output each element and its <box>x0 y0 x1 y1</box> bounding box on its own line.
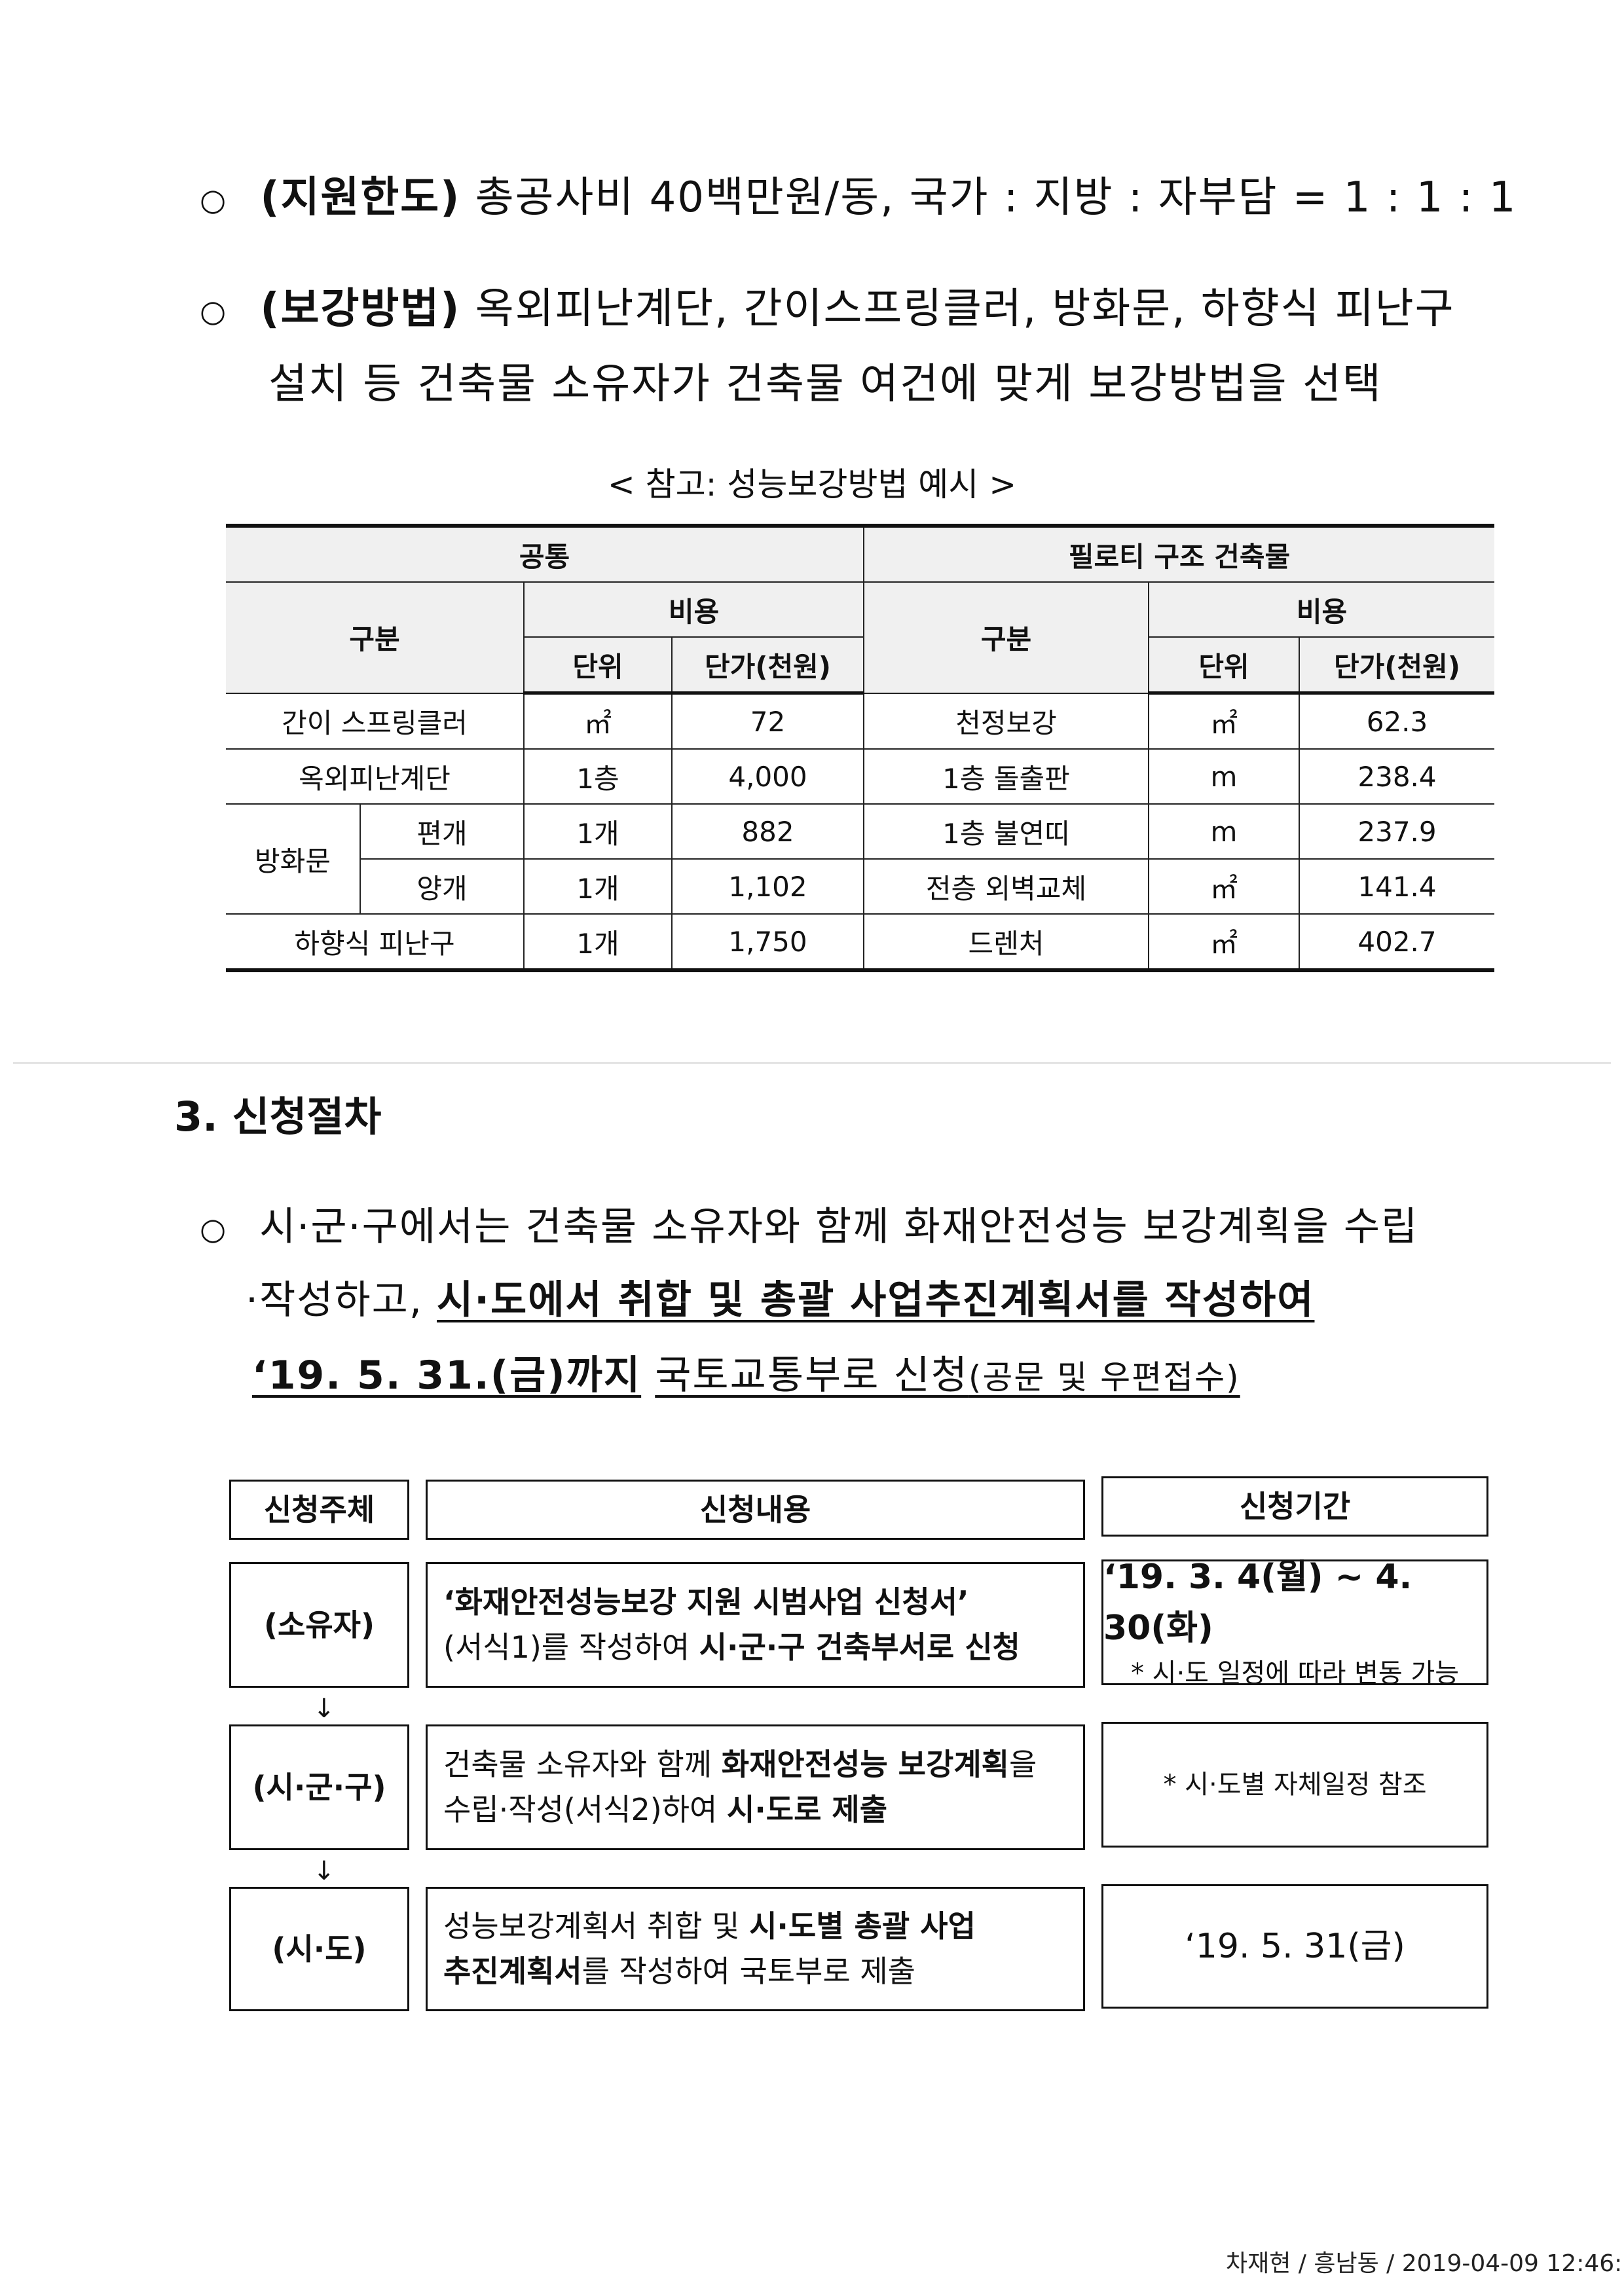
reinforce-method-text-2: 설치 등 건축물 소유자가 건축물 여건에 맞게 보강방법을 선택 <box>268 360 1382 409</box>
reinforce-cost-table: 공통 필로티 구조 건축물 구분 비용 구분 비용 단위 단가(천원) 단위 단… <box>226 524 1494 972</box>
bullet-icon: ○ <box>200 293 228 329</box>
reinforce-method-line: ○ (보강방법) 옥외피난계단, 간이스프링클러, 방화문, 하향식 피난구 <box>200 275 1454 335</box>
section-heading: 3. 신청절차 <box>174 1093 382 1140</box>
paragraph-underlined-note: (공문 및 우편접수) <box>968 1358 1240 1396</box>
cell-name: 천정보강 <box>863 692 1149 750</box>
col-category: 구분 <box>863 581 1149 694</box>
content-bold: 시·군·구 건축부서로 신청 <box>699 1630 1020 1665</box>
cell-unit: ㎡ <box>523 692 673 750</box>
support-limit-label: (지원한도) <box>260 173 461 222</box>
deadline-text: ‘19. 5. 31.(금)까지 <box>252 1353 642 1398</box>
paragraph-underlined: 국토교통부로 신청 <box>655 1353 969 1398</box>
table-row: 양개 1개 1,102 전층 외벽교체 ㎡ 141.4 <box>226 858 1494 915</box>
col-unit: 단위 <box>1148 636 1300 695</box>
flow-subject-owner: (소유자) <box>229 1562 409 1688</box>
cell-price: 1,102 <box>671 858 864 915</box>
cell-price: 72 <box>671 692 864 750</box>
cell-unit: ㎡ <box>1148 858 1300 915</box>
cell-name: 드렌처 <box>863 913 1149 972</box>
flow-header-period: 신청기간 <box>1101 1476 1488 1537</box>
reinforce-method-text: 옥외피난계단, 간이스프링클러, 방화문, 하향식 피난구 <box>475 285 1455 333</box>
flow-period-sido: ‘19. 5. 31(금) <box>1101 1884 1488 2009</box>
col-unit: 단위 <box>524 636 673 695</box>
cell-price: 4,000 <box>671 748 864 805</box>
support-limit-text: 총공사비 40백만원/동, 국가 : 지방 : 자부담 = 1 : 1 : 1 <box>475 173 1517 222</box>
cell-price: 141.4 <box>1299 858 1494 915</box>
flow-content-sido: 성능보강계획서 취합 및 시·도별 총괄 사업 추진계획서를 작성하여 국토부로… <box>426 1887 1085 2011</box>
scan-divider <box>13 1062 1611 1064</box>
col-price: 단가(천원) <box>671 636 864 695</box>
table-row: 옥외피난계단 1층 4,000 1층 돌출판 m 238.4 <box>226 748 1494 805</box>
col-price: 단가(천원) <box>1299 636 1494 695</box>
paragraph-text: ·작성하고, <box>246 1277 423 1323</box>
content-text: 수립·작성(서식2)하여 <box>443 1792 727 1827</box>
cell-unit: ㎡ <box>1148 692 1300 750</box>
bullet-icon: ○ <box>200 182 228 218</box>
group-piloti: 필로티 구조 건축물 <box>863 524 1494 583</box>
col-cost: 비용 <box>1148 581 1494 638</box>
support-limit-line: ○ (지원한도) 총공사비 40백만원/동, 국가 : 지방 : 자부담 = 1… <box>200 164 1517 224</box>
cell-sub: 편개 <box>360 803 525 860</box>
cell-unit: 1개 <box>523 858 673 915</box>
col-category: 구분 <box>226 581 525 694</box>
cell-price: 1,750 <box>671 913 864 972</box>
content-line: ‘화재안전성능보강 지원 시범사업 신청서’ <box>443 1584 969 1620</box>
cell-name: 하향식 피난구 <box>226 913 525 972</box>
content-text: 를 작성하여 국토부로 제출 <box>581 1954 915 1989</box>
cell-unit: 1개 <box>523 803 673 860</box>
cell-price: 882 <box>671 803 864 860</box>
cell-price: 238.4 <box>1299 748 1494 805</box>
flow-header-content: 신청내용 <box>426 1480 1085 1540</box>
group-common: 공통 <box>226 524 864 583</box>
cell-name: 간이 스프링클러 <box>226 692 525 750</box>
cell-sub: 양개 <box>360 858 525 915</box>
arrow-down-icon: ↓ <box>313 1694 335 1724</box>
cell-unit: 1층 <box>523 748 673 805</box>
section-paragraph-line-3: ‘19. 5. 31.(금)까지 국토교통부로 신청(공문 및 우편접수) <box>252 1343 1240 1400</box>
cell-unit: ㎡ <box>1148 913 1300 972</box>
flow-content-owner: ‘화재안전성능보강 지원 시범사업 신청서’ (서식1)를 작성하여 시·군·구… <box>426 1562 1085 1688</box>
flow-header-subject: 신청주체 <box>229 1480 409 1540</box>
reinforce-method-label: (보강방법) <box>260 285 461 333</box>
flow-period-sigungu: * 시·도별 자체일정 참조 <box>1101 1722 1488 1848</box>
cell-price: 402.7 <box>1299 913 1494 972</box>
content-text: 을 <box>1008 1747 1037 1782</box>
cell-price: 62.3 <box>1299 692 1494 750</box>
flow-content-sigungu: 건축물 소유자와 함께 화재안전성능 보강계획을 수립·작성(서식2)하여 시·… <box>426 1724 1085 1850</box>
content-text: 건축물 소유자와 함께 <box>443 1747 722 1782</box>
period-note: * 시·도 일정에 따라 변동 가능 <box>1130 1658 1460 1688</box>
ref-table-caption: < 참고: 성능보강방법 예시 > <box>607 465 1017 503</box>
cell-name: 옥외피난계단 <box>226 748 525 805</box>
cell-unit: m <box>1148 748 1300 805</box>
content-bold: 화재안전성능 보강계획 <box>721 1747 1009 1782</box>
paragraph-text: 시·군·구에서는 건축물 소유자와 함께 화재안전성능 보강계획을 수립 <box>259 1204 1419 1250</box>
period-text: ‘19. 3. 4(월) ~ 4. 30(화) <box>1103 1558 1412 1648</box>
content-bold: 추진계획서 <box>443 1954 582 1989</box>
paragraph-underlined: 시·도에서 취합 및 총괄 사업추진계획서를 작성하여 <box>437 1277 1315 1323</box>
cell-name: 1층 돌출판 <box>863 748 1149 805</box>
col-cost: 비용 <box>523 581 864 638</box>
content-bold: 시·도별 총괄 사업 <box>749 1908 976 1944</box>
content-text: (서식1)를 작성하여 <box>443 1630 699 1665</box>
cell-name: 1층 불연띠 <box>863 803 1149 860</box>
content-bold: 시·도로 제출 <box>726 1792 888 1827</box>
arrow-down-icon: ↓ <box>313 1856 335 1886</box>
flow-period-owner: ‘19. 3. 4(월) ~ 4. 30(화) * 시·도 일정에 따라 변동 … <box>1101 1558 1488 1688</box>
section-paragraph-line-2: ·작성하고, 시·도에서 취합 및 총괄 사업추진계획서를 작성하여 <box>246 1268 1314 1325</box>
content-text: 성능보강계획서 취합 및 <box>443 1908 750 1944</box>
table-row: 간이 스프링클러 ㎡ 72 천정보강 ㎡ 62.3 <box>226 692 1494 750</box>
section-paragraph-line-1: ○ 시·군·구에서는 건축물 소유자와 함께 화재안전성능 보강계획을 수립 <box>200 1195 1418 1252</box>
cell-name: 방화문 <box>226 803 361 915</box>
cell-price: 237.9 <box>1299 803 1494 860</box>
flow-subject-sigungu: (시·군·구) <box>229 1724 409 1850</box>
flow-subject-sido: (시·도) <box>229 1887 409 2011</box>
cell-name: 전층 외벽교체 <box>863 858 1149 915</box>
cell-unit: m <box>1148 803 1300 860</box>
cell-unit: 1개 <box>523 913 673 972</box>
table-row: 방화문 편개 1개 882 1층 불연띠 m 237.9 <box>226 803 1494 915</box>
table-row: 하향식 피난구 1개 1,750 드렌처 ㎡ 402.7 <box>226 913 1494 972</box>
bullet-icon: ○ <box>200 1211 228 1247</box>
footer-stamp: 차재현 / 흥남동 / 2019-04-09 12:46:3 <box>1226 2250 1624 2277</box>
